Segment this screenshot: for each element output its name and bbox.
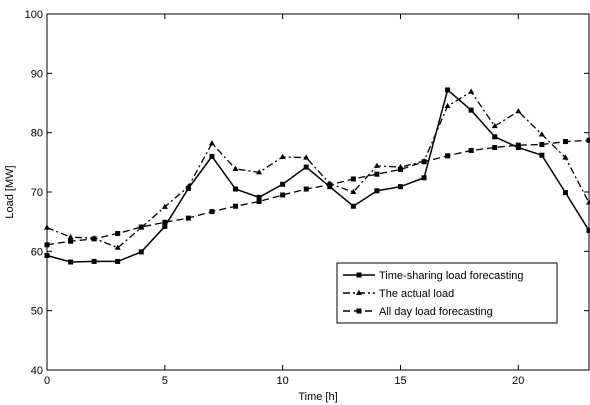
- data-point: [162, 219, 168, 225]
- y-tick-label: 80: [31, 128, 43, 140]
- series-3: [44, 137, 590, 248]
- data-point: [303, 164, 309, 170]
- x-axis-label: Time [h]: [298, 391, 337, 403]
- data-point: [374, 188, 380, 194]
- data-point: [44, 252, 50, 258]
- data-point: [280, 181, 286, 187]
- data-point: [185, 183, 192, 189]
- data-point: [492, 134, 498, 140]
- data-point: [185, 215, 191, 221]
- data-point: [327, 182, 333, 188]
- legend-marker: [356, 308, 362, 314]
- data-point: [209, 209, 215, 215]
- data-point: [350, 203, 356, 209]
- axis-ticks: 0 5 10 15 20 40 50 60 70 80 90 100: [25, 9, 589, 387]
- legend-item: The actual load: [343, 288, 454, 300]
- data-point: [161, 203, 168, 209]
- data-point: [539, 152, 545, 158]
- data-point: [515, 108, 522, 114]
- series-line: [46, 90, 590, 249]
- series-layer: [44, 87, 590, 265]
- data-point: [68, 238, 74, 244]
- data-point: [233, 203, 239, 209]
- data-point: [91, 236, 97, 242]
- legend-marker: [356, 289, 362, 295]
- data-point: [421, 175, 427, 181]
- legend-label: Time-sharing load forecasting: [379, 270, 524, 282]
- data-point: [280, 192, 286, 198]
- data-point: [44, 224, 50, 230]
- series-line: [46, 139, 590, 246]
- data-point: [586, 228, 590, 234]
- data-point: [373, 162, 380, 168]
- data-point: [233, 186, 239, 192]
- data-point: [138, 224, 144, 230]
- data-point: [562, 139, 568, 145]
- data-point: [397, 166, 403, 172]
- data-point: [138, 249, 144, 255]
- data-point: [586, 137, 590, 143]
- data-point: [162, 223, 168, 229]
- data-point: [303, 154, 310, 160]
- data-point: [397, 184, 403, 190]
- data-point: [421, 159, 427, 165]
- legend-label: All day load forecasting: [379, 306, 493, 318]
- y-tick-label: 50: [31, 306, 43, 318]
- data-point: [468, 88, 475, 94]
- data-point: [539, 142, 545, 148]
- data-point: [350, 188, 357, 194]
- data-point: [68, 259, 74, 265]
- legend: Time-sharing load forecasting The actual …: [336, 262, 558, 324]
- legend-item: All day load forecasting: [343, 306, 493, 318]
- data-point: [303, 186, 309, 192]
- data-point: [515, 142, 521, 148]
- data-point: [374, 171, 380, 177]
- y-tick-label: 40: [31, 365, 43, 377]
- data-point: [445, 153, 451, 159]
- series-line: [46, 88, 590, 263]
- y-tick-label: 90: [31, 68, 43, 80]
- data-point: [350, 176, 356, 182]
- data-point: [209, 153, 215, 159]
- legend-item: Time-sharing load forecasting: [343, 270, 524, 282]
- data-point: [232, 165, 239, 171]
- x-tick-label: 10: [277, 375, 289, 387]
- y-tick-label: 70: [31, 187, 43, 199]
- legend-marker: [356, 272, 362, 278]
- data-point: [67, 233, 74, 240]
- data-point: [208, 140, 215, 146]
- y-tick-label: 100: [25, 9, 43, 21]
- data-point: [445, 87, 451, 93]
- data-point: [468, 107, 474, 113]
- y-tick-label: 60: [31, 246, 43, 258]
- data-point: [91, 258, 97, 264]
- data-point: [115, 258, 121, 264]
- data-point: [279, 153, 286, 159]
- y-axis-label: Load [MW]: [4, 165, 16, 218]
- x-tick-label: 20: [512, 375, 524, 387]
- data-point: [44, 242, 50, 248]
- legend-label: The actual load: [379, 288, 454, 300]
- data-point: [468, 147, 474, 153]
- data-point: [562, 154, 569, 160]
- data-point: [492, 145, 498, 150]
- data-point: [538, 131, 545, 137]
- data-point: [444, 102, 451, 108]
- data-point: [491, 122, 498, 129]
- x-tick-label: 15: [394, 375, 406, 387]
- data-point: [586, 199, 590, 205]
- data-point: [256, 194, 262, 200]
- data-point: [562, 190, 568, 196]
- data-point: [256, 198, 262, 204]
- x-tick-label: 5: [162, 375, 168, 387]
- x-tick-label: 0: [44, 375, 50, 387]
- data-point: [115, 231, 121, 237]
- data-point: [114, 244, 121, 250]
- data-point: [256, 169, 263, 175]
